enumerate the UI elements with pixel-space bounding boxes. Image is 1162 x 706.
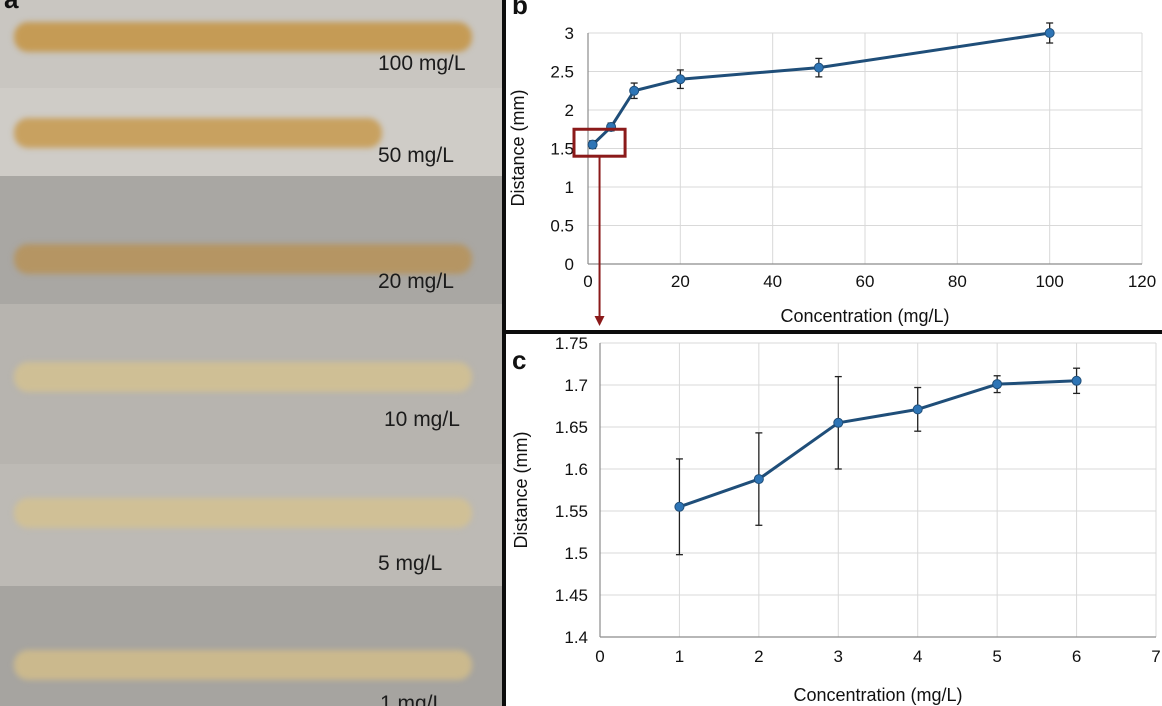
chart-b-data-point (675, 74, 686, 85)
sample-band (14, 244, 472, 274)
photo-strip-5: 5 mg/L (0, 464, 502, 586)
chart-b-ytick-label: 0 (565, 255, 574, 274)
concentration-label: 20 mg/L (378, 270, 454, 293)
chart-c-xtick-label: 2 (754, 647, 763, 666)
chart-b-ytick-label: 2 (565, 101, 574, 120)
horizontal-divider (506, 330, 1162, 334)
photo-strip-20: 20 mg/L (0, 176, 502, 304)
vertical-divider (502, 0, 506, 706)
zoom-highlight-box (572, 127, 627, 158)
concentration-label: 10 mg/L (384, 408, 460, 431)
chart-c-ytick-label: 1.7 (564, 376, 588, 395)
chart-c-x-axis-title: Concentration (mg/L) (793, 685, 962, 705)
chart-c-xtick-label: 6 (1072, 647, 1081, 666)
sample-band (14, 362, 472, 392)
concentration-label: 50 mg/L (378, 144, 454, 167)
chart-b-xtick-label: 120 (1128, 272, 1156, 291)
chart-c-ytick-label: 1.5 (564, 544, 588, 563)
concentration-label: 5 mg/L (378, 552, 443, 575)
chart-c-ytick-label: 1.65 (555, 418, 588, 437)
chart-c-data-point (992, 379, 1003, 390)
chart-c-ytick-label: 1.45 (555, 586, 588, 605)
chart-c-ytick-label: 1.4 (564, 628, 588, 647)
chart-c-xtick-label: 4 (913, 647, 922, 666)
chart-b-xtick-label: 80 (948, 272, 967, 291)
chart-b-xtick-label: 0 (583, 272, 592, 291)
chart-c-ytick-label: 1.75 (555, 334, 588, 353)
chart-b-ytick-label: 3 (565, 24, 574, 43)
chart-c-xtick-label: 5 (992, 647, 1001, 666)
chart-b-data-point (587, 139, 598, 150)
chart-b-data-point (1044, 28, 1055, 38)
sample-band (14, 118, 382, 148)
chart-c-data-point (753, 474, 764, 485)
chart-b-data-point (629, 85, 640, 96)
zoom-arrow-head (594, 316, 605, 326)
chart-c-ytick-label: 1.6 (564, 460, 588, 479)
chart-c-ytick-label: 1.55 (555, 502, 588, 521)
chart-b-xtick-label: 100 (1035, 272, 1063, 291)
chart-b-xtick-label: 20 (671, 272, 690, 291)
chart-c-xtick-label: 3 (834, 647, 843, 666)
chart-c-data-point (912, 404, 923, 415)
concentration-label: 1 mg/L (380, 692, 445, 706)
chart-b-ytick-label: 1.5 (550, 140, 574, 159)
chart-c-data-point (674, 501, 685, 512)
chart-b-ytick-label: 2.5 (550, 63, 574, 82)
chart-b-xtick-label: 40 (763, 272, 782, 291)
photo-strip-50: 50 mg/L (0, 88, 502, 176)
chart-c-xtick-label: 7 (1151, 647, 1160, 666)
sample-band (14, 498, 472, 528)
sample-band (14, 22, 472, 52)
chart-b-series-line (591, 31, 1050, 146)
chart-b-ytick-label: 0.5 (550, 217, 574, 236)
chart-c-series-line (678, 379, 1077, 509)
chart-c-xtick-label: 0 (595, 647, 604, 666)
chart-b-x-axis-title: Concentration (mg/L) (780, 306, 949, 326)
chart-b-xtick-label: 60 (856, 272, 875, 291)
chart-c-xtick-label: 1 (675, 647, 684, 666)
panel-b-label: b (512, 0, 528, 20)
chart-b-ytick-label: 1 (565, 178, 574, 197)
photo-panel: 100 mg/L 50 mg/L 20 mg/L 10 mg/L 5 mg/L … (0, 0, 502, 706)
photo-strip-1: 1 mg/L (0, 586, 502, 706)
sample-band (14, 650, 472, 680)
chart-c-y-axis-title: Distance (mm) (511, 431, 531, 548)
chart-b-y-axis-title: Distance (mm) (508, 89, 528, 206)
chart-c-data-point (833, 417, 844, 428)
photo-strip-100: 100 mg/L (0, 0, 502, 88)
chart-b-data-point (813, 62, 824, 73)
photo-strip-10: 10 mg/L (0, 304, 502, 464)
panel-c-label: c (512, 345, 526, 375)
chart-c-data-point (1071, 375, 1082, 386)
panel-a-label: a (4, 0, 18, 15)
concentration-label: 100 mg/L (378, 52, 466, 75)
